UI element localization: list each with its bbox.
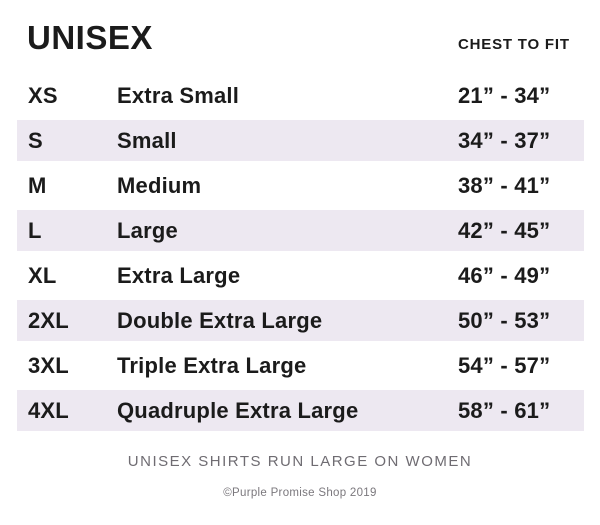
size-code: 2XL: [28, 307, 69, 333]
size-table-row: XL Extra Large 46” - 49”: [17, 253, 584, 298]
size-name: Extra Small: [117, 82, 240, 108]
size-code: L: [28, 217, 42, 243]
size-code: 3XL: [28, 352, 69, 378]
size-table-row: 3XL Triple Extra Large 54” - 57”: [17, 343, 584, 388]
size-name: Small: [117, 127, 177, 153]
size-chest-range: 38” - 41”: [458, 172, 551, 198]
size-name: Triple Extra Large: [117, 352, 307, 378]
size-code: XS: [28, 82, 58, 108]
size-table-row: XS Extra Small 21” - 34”: [17, 73, 584, 118]
size-chest-range: 54” - 57”: [458, 352, 551, 378]
size-table-row: L Large 42” - 45”: [17, 208, 584, 253]
size-name: Large: [117, 217, 178, 243]
size-chest-range: 46” - 49”: [458, 262, 551, 288]
page-title: UNISEX: [27, 19, 153, 56]
size-code: 4XL: [28, 397, 69, 423]
size-name: Quadruple Extra Large: [117, 397, 359, 423]
size-chest-range: 58” - 61”: [458, 397, 551, 423]
chest-to-fit-label: CHEST TO FIT: [458, 36, 570, 53]
size-chest-range: 42” - 45”: [458, 217, 551, 243]
size-chest-range: 21” - 34”: [458, 82, 551, 108]
size-name: Extra Large: [117, 262, 241, 288]
size-table-row: 2XL Double Extra Large 50” - 53”: [17, 298, 584, 343]
size-table-row: M Medium 38” - 41”: [17, 163, 584, 208]
footer-copyright: ©Purple Promise Shop 2019: [223, 487, 377, 499]
size-code: M: [28, 172, 47, 198]
size-table: XS Extra Small 21” - 34” S Small 34” - 3…: [17, 73, 584, 433]
size-chest-range: 50” - 53”: [458, 307, 551, 333]
size-name: Double Extra Large: [117, 307, 323, 333]
footer-note: UNISEX SHIRTS RUN LARGE ON WOMEN: [127, 453, 473, 470]
size-table-row: 4XL Quadruple Extra Large 58” - 61”: [17, 388, 584, 433]
size-code: XL: [28, 262, 57, 288]
size-name: Medium: [117, 172, 202, 198]
size-chest-range: 34” - 37”: [458, 127, 551, 153]
size-table-row: S Small 34” - 37”: [17, 118, 584, 163]
size-code: S: [28, 127, 43, 153]
